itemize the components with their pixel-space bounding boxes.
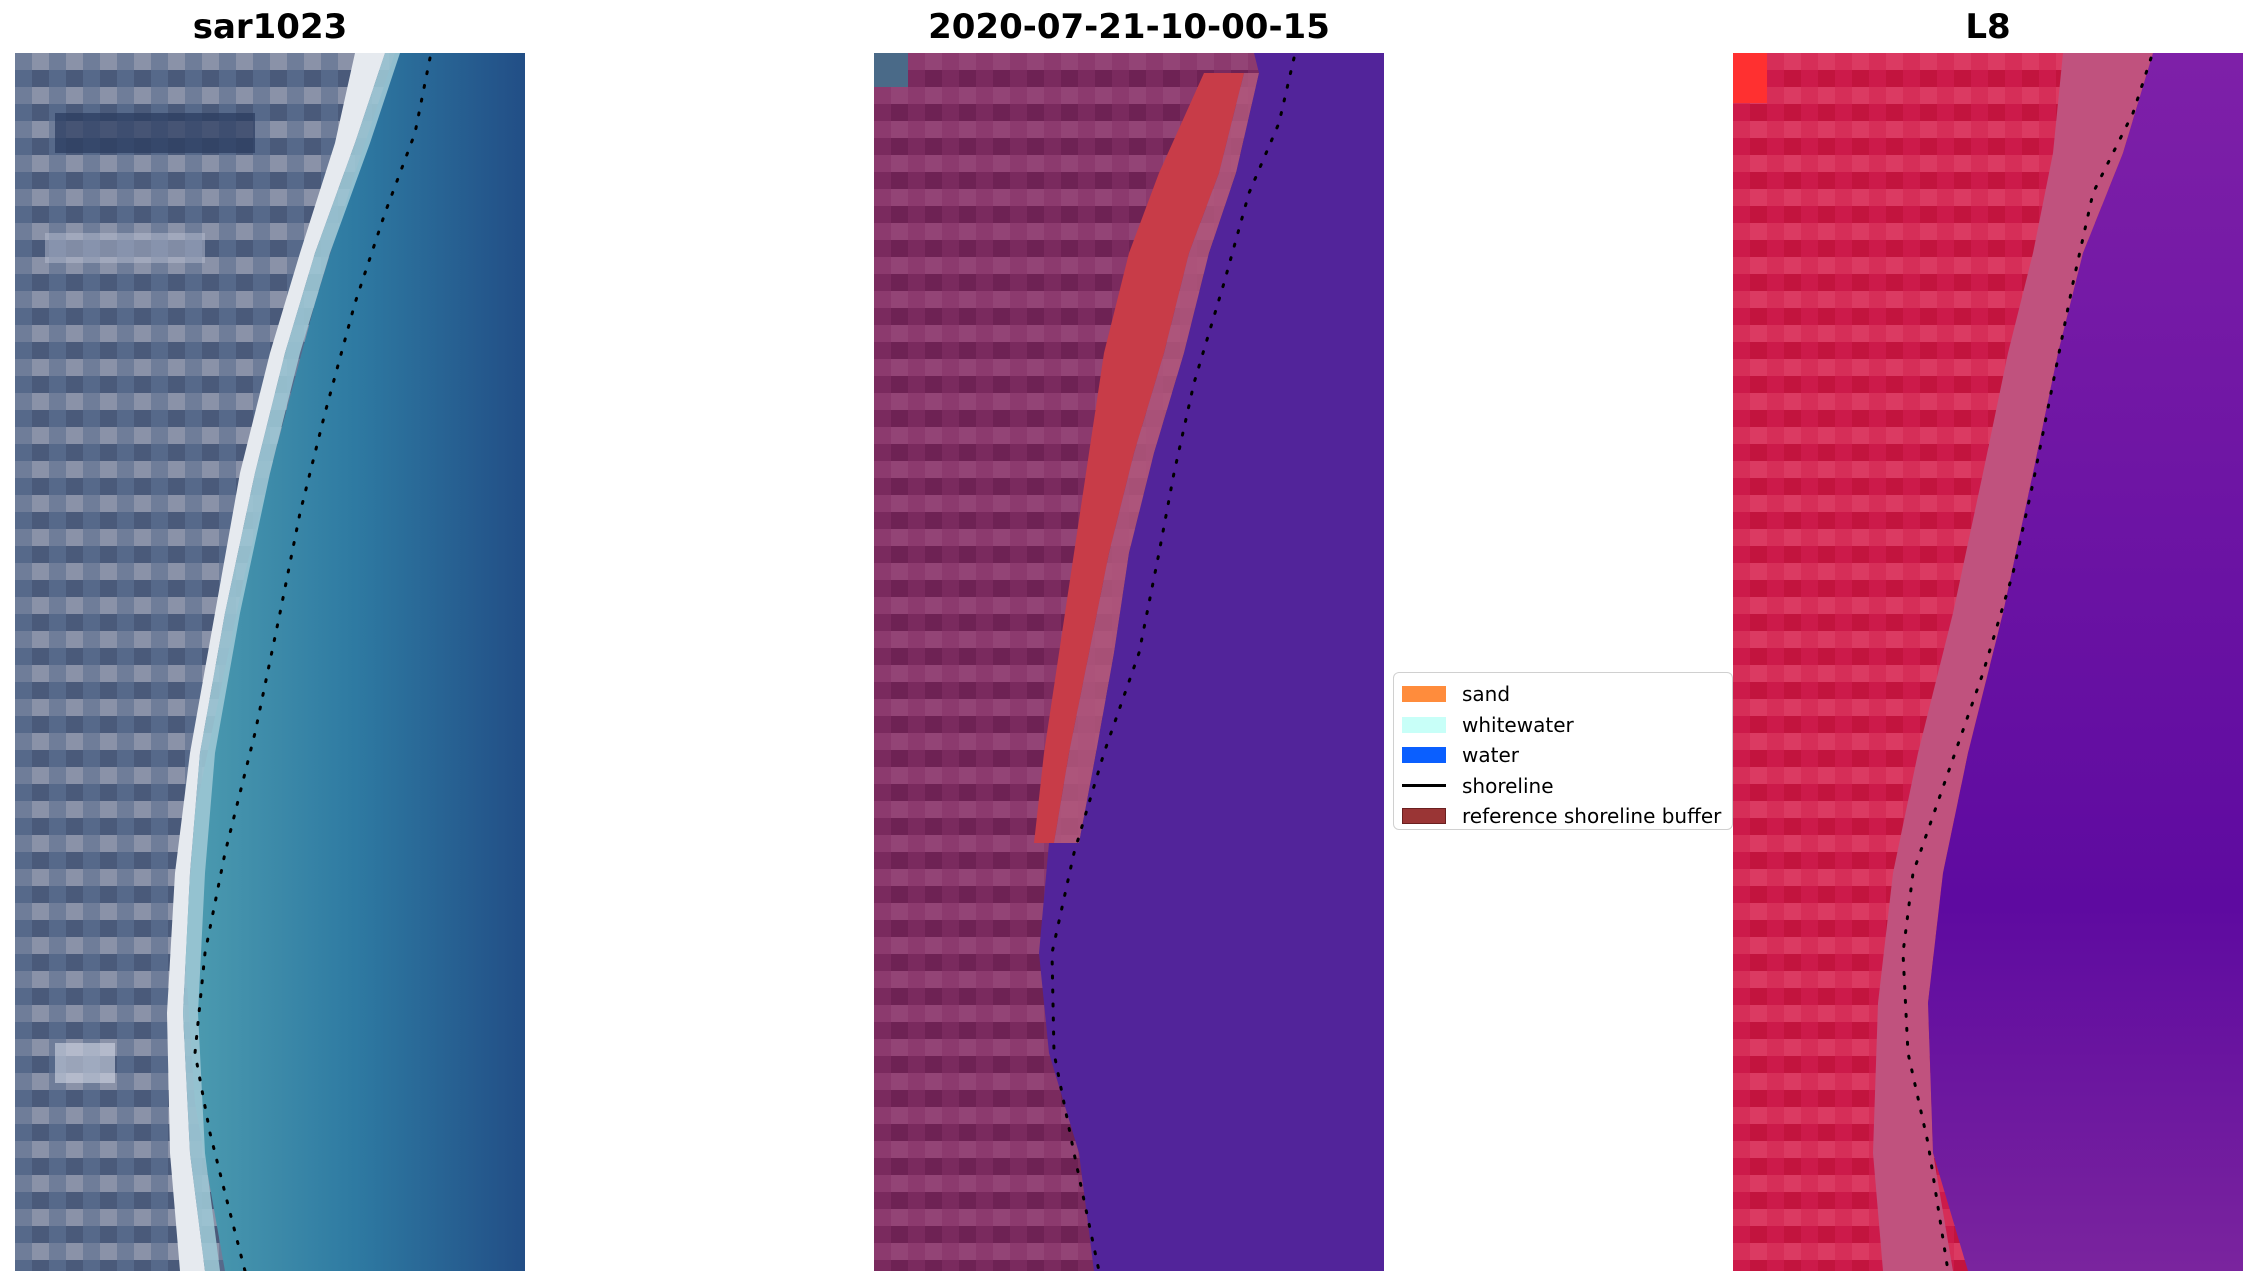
legend-swatch-sand [1402, 686, 1446, 703]
legend-swatch-reference-buffer [1402, 808, 1446, 825]
legend-label-reference-buffer: reference shoreline buffer [1462, 804, 1722, 829]
panel-title-l8: L8 [1965, 7, 2011, 47]
legend-label-whitewater: whitewater [1462, 712, 1574, 737]
panel-title-classified: 2020-07-21-10-00-15 [928, 7, 1330, 47]
classified-canvas [874, 53, 1384, 1271]
legend-item-reference-buffer: reference shoreline buffer [1402, 801, 1724, 832]
classified-image [874, 53, 1384, 1271]
legend: sand whitewater water shoreline referenc… [1393, 672, 1733, 830]
legend-swatch-whitewater [1402, 716, 1446, 733]
false-color-canvas [1733, 53, 2243, 1271]
legend-item-sand: sand [1402, 679, 1724, 710]
legend-label-sand: sand [1462, 682, 1511, 707]
legend-label-water: water [1462, 743, 1519, 768]
satellite-rgb-canvas [15, 53, 525, 1271]
legend-line-shoreline [1402, 784, 1446, 788]
panel-title-rgb: sar1023 [192, 7, 348, 47]
legend-item-shoreline: shoreline [1402, 771, 1724, 802]
legend-swatch-water [1402, 747, 1446, 764]
legend-item-water: water [1402, 740, 1724, 771]
legend-label-shoreline: shoreline [1462, 773, 1554, 798]
legend-item-whitewater: whitewater [1402, 710, 1724, 741]
false-color-image [1733, 53, 2243, 1271]
satellite-rgb-image [15, 53, 525, 1271]
